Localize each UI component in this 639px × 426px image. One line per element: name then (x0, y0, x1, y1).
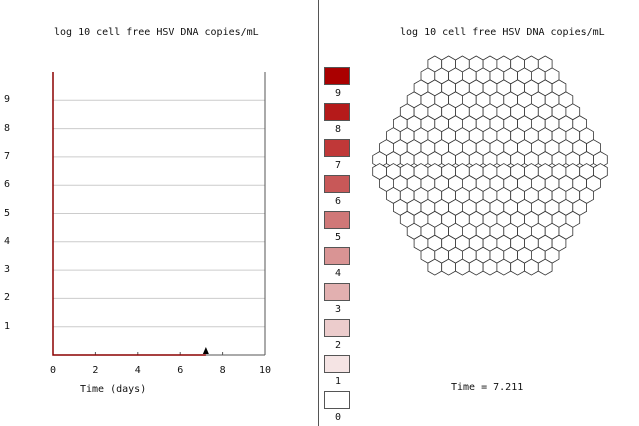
hex-cell (427, 258, 443, 276)
hex-cell (537, 258, 553, 276)
grid-title: log 10 cell free HSV DNA copies/mL (400, 27, 605, 38)
hex-cell (510, 258, 525, 276)
legend-label: 5 (335, 232, 342, 243)
tissue-grid-panel: log 10 cell free HSV DNA copies/mL Time … (319, 0, 639, 426)
time-readout: Time = 7.211 (451, 382, 524, 393)
y-tick-label: 8 (4, 122, 11, 134)
y-tick-label: 3 (4, 264, 11, 276)
legend-swatch (324, 175, 350, 193)
x-tick-label: 4 (134, 365, 141, 376)
legend-swatch (324, 211, 350, 229)
legend-label: 9 (335, 88, 342, 99)
x-tick-label: 10 (259, 365, 272, 376)
legend-label: 2 (335, 340, 342, 351)
color-legend: 9 8 7 6 5 4 3 2 1 0 (319, 0, 359, 426)
legend-label: 0 (335, 412, 342, 423)
y-tick-label: 5 (4, 207, 11, 219)
hex-cell (441, 258, 456, 276)
viral-load-plot-panel: log 10 cell free HSV DNA copies/mL 9 8 7 6 5… (0, 0, 318, 426)
legend-swatch (324, 319, 350, 337)
legend-swatch (324, 391, 350, 409)
x-tick-label: 2 (92, 365, 99, 376)
legend-label: 4 (335, 268, 342, 279)
series-line (52, 72, 206, 356)
hex-cell (482, 258, 498, 276)
legend-label: 8 (335, 124, 342, 135)
hex-cell (455, 258, 470, 276)
panel-divider (318, 0, 319, 426)
hex-cell (468, 258, 484, 276)
y-tick-label: 1 (4, 320, 11, 332)
legend-label: 1 (335, 376, 342, 387)
legend-swatch (324, 247, 350, 265)
x-tick-label: 8 (219, 365, 226, 376)
current-time-marker (202, 347, 209, 354)
legend-swatch (324, 67, 350, 85)
legend-swatch (324, 103, 350, 121)
legend-swatch (324, 355, 350, 373)
x-axis-title: Time (days) (80, 384, 147, 395)
plot-title: log 10 cell free HSV DNA copies/mL (54, 27, 259, 38)
x-tick-label: 0 (50, 365, 57, 376)
y-tick-label: 7 (4, 150, 11, 162)
viral-load-plot (52, 72, 266, 356)
legend-label: 3 (335, 304, 342, 315)
x-tick-label: 6 (177, 365, 184, 376)
legend-label: 7 (335, 160, 342, 171)
y-tick-label: 9 (4, 94, 11, 106)
hexagonal-cell-grid (372, 55, 608, 276)
legend-swatch (324, 139, 350, 157)
y-tick-label: 2 (4, 292, 11, 304)
legend-swatch (324, 283, 350, 301)
legend-label: 6 (335, 196, 342, 207)
hex-cell (496, 258, 512, 276)
y-tick-label: 6 (4, 179, 11, 191)
hex-cell (524, 258, 539, 276)
y-tick-label: 4 (4, 235, 11, 247)
